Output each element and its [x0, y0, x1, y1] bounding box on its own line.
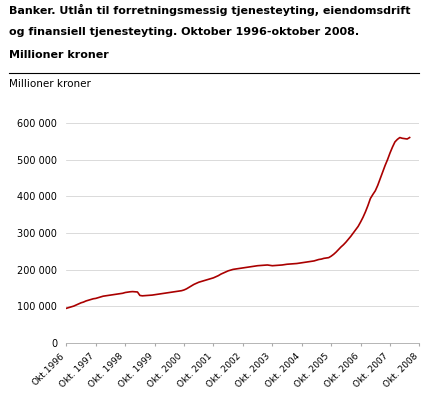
Text: og finansiell tjenesteyting. Oktober 1996-oktober 2008.: og finansiell tjenesteyting. Oktober 199…	[9, 27, 359, 37]
Text: Banker. Utlån til forretningsmessig tjenesteyting, eiendomsdrift: Banker. Utlån til forretningsmessig tjen…	[9, 4, 410, 16]
Text: Millioner kroner: Millioner kroner	[9, 50, 108, 60]
Text: Millioner kroner: Millioner kroner	[9, 79, 90, 89]
